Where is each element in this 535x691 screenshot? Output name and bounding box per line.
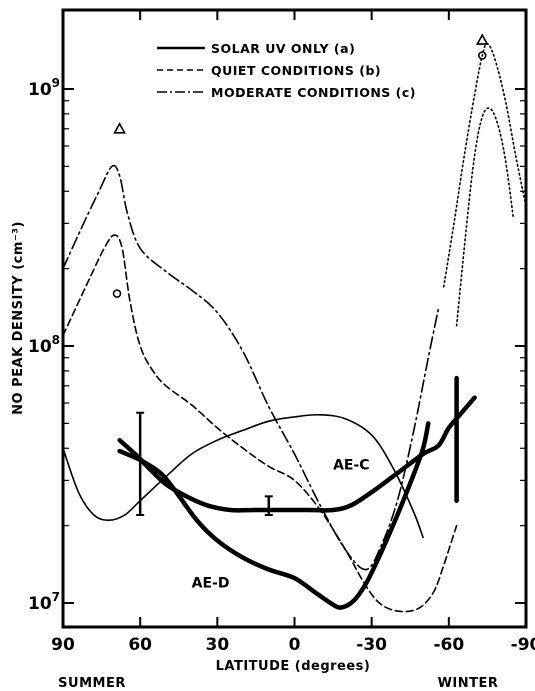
plot-frame bbox=[61, 8, 528, 629]
legend-label-moderate: MODERATE CONDITIONS (c) bbox=[211, 85, 416, 100]
x-tick-label: 60 bbox=[128, 635, 152, 655]
series-line-dotted-3 bbox=[442, 42, 527, 288]
series-line-ae-c bbox=[117, 395, 477, 513]
error-bar-1 bbox=[264, 495, 273, 516]
x-tick-label: 30 bbox=[205, 635, 229, 655]
x-tick-label: -90 bbox=[511, 635, 535, 655]
y-axis-label: NO PEAK DENSITY (cm⁻³) bbox=[11, 221, 26, 415]
x-tick-label: -60 bbox=[433, 635, 464, 655]
annotation-ae-c: AE-C bbox=[333, 458, 369, 474]
series-layer bbox=[62, 42, 527, 613]
y-tick-label: 107 bbox=[28, 590, 60, 614]
x-tick-label: 90 bbox=[51, 635, 75, 655]
tick-layer: 90 60 30 0 -30 -60 -90 107 108 109 bbox=[28, 10, 535, 655]
marker-circle-3 bbox=[477, 51, 487, 60]
series-line-ae-d bbox=[117, 421, 431, 610]
x-tick-label: 0 bbox=[289, 635, 301, 655]
error-bar-0 bbox=[136, 411, 145, 516]
series-line-dashdot-2 bbox=[62, 164, 440, 571]
series-line-dotted-4 bbox=[455, 107, 514, 327]
winter-label: WINTER bbox=[438, 676, 499, 691]
summer-label: SUMMER bbox=[58, 676, 126, 691]
legend-label-quiet: QUIET CONDITIONS (b) bbox=[211, 63, 381, 78]
marker-layer bbox=[112, 33, 489, 298]
marker-triangle-0 bbox=[113, 122, 126, 134]
x-tick-label: -30 bbox=[356, 635, 387, 655]
y-tick-label: 108 bbox=[28, 333, 60, 357]
y-tick-label: 109 bbox=[28, 76, 60, 100]
legend: SOLAR UV ONLY (a) QUIET CONDITIONS (b) M… bbox=[157, 41, 416, 100]
marker-circle-1 bbox=[112, 289, 122, 298]
legend-label-solar-uv: SOLAR UV ONLY (a) bbox=[211, 41, 355, 56]
x-axis-label: LATITUDE (degrees) bbox=[216, 659, 371, 674]
annotation-ae-d: AE-D bbox=[192, 575, 230, 591]
marker-triangle-2 bbox=[475, 33, 489, 45]
series-line-solid-0 bbox=[62, 413, 424, 539]
series-line-dashed-1 bbox=[62, 234, 458, 613]
